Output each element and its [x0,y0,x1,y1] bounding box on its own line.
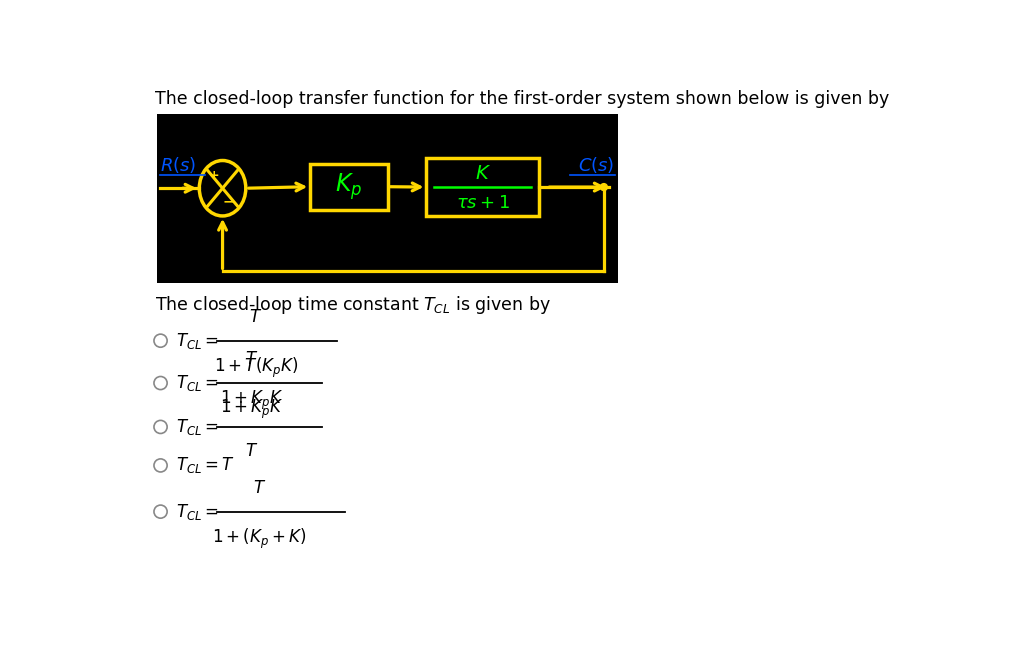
Circle shape [154,376,167,389]
Bar [310,163,388,210]
Text: $1 + (K_p + K)$: $1 + (K_p + K)$ [212,527,307,551]
Bar [157,113,617,283]
Text: $T_{CL}= T$: $T_{CL}= T$ [176,456,234,475]
Text: $T$: $T$ [246,442,259,460]
Text: $\tau s+1$: $\tau s+1$ [456,194,510,212]
Text: $1 + T(K_pK)$: $1 + T(K_pK)$ [214,355,298,380]
Text: +: + [209,169,219,182]
Circle shape [154,459,167,472]
Circle shape [154,334,167,347]
Circle shape [154,505,167,518]
Text: $1 + K_pK$: $1 + K_pK$ [220,389,284,412]
Text: $1 + K_pK$: $1 + K_pK$ [220,398,284,421]
Text: $T$: $T$ [246,350,259,368]
Text: $T$: $T$ [253,478,266,497]
Text: $T_{CL}=$: $T_{CL}=$ [176,331,219,351]
Text: $T_{CL}=$: $T_{CL}=$ [176,502,219,521]
Text: $T_{CL}=$: $T_{CL}=$ [176,373,219,393]
Text: $T$: $T$ [249,308,262,326]
Text: $C(s)$: $C(s)$ [579,155,614,175]
Text: $T_{CL}=$: $T_{CL}=$ [176,417,219,437]
Ellipse shape [200,161,246,216]
Text: $R(s)$: $R(s)$ [160,155,197,175]
Text: The closed-loop time constant $\mathit{T}_{CL}$ is given by: The closed-loop time constant $\mathit{T… [155,294,551,316]
Text: $K$: $K$ [474,164,490,184]
Circle shape [154,421,167,434]
Circle shape [600,184,607,191]
Text: $K_p$: $K_p$ [335,171,362,202]
Bar [426,158,539,216]
Text: The closed-loop transfer function for the first-order system shown below is give: The closed-loop transfer function for th… [155,90,890,109]
Text: −: − [222,195,234,208]
